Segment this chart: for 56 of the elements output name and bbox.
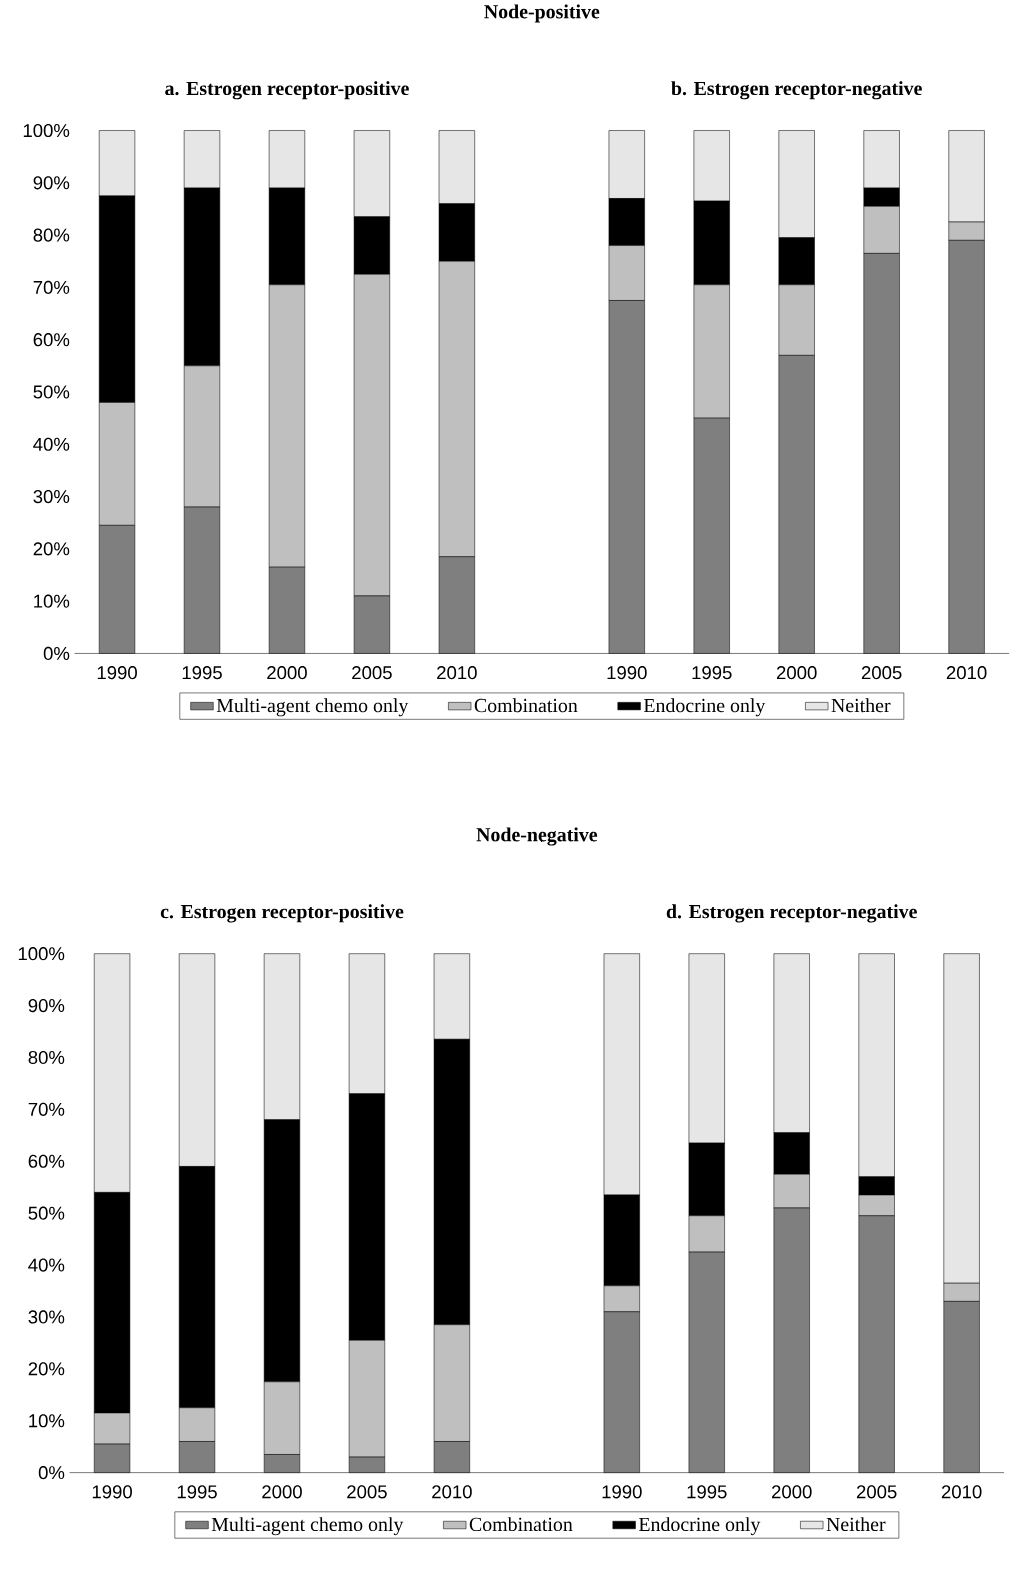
legend-label: Multi-agent chemo only xyxy=(216,698,409,717)
y-tick-label: 20% xyxy=(33,542,70,556)
x-tick-label: 1995 xyxy=(177,1485,217,1499)
x-tick-label: 1995 xyxy=(692,666,732,680)
y-tick-label: 60% xyxy=(33,333,70,347)
x-tick-label: 1990 xyxy=(97,666,137,680)
text: b. Estrogen receptor-negative xyxy=(671,81,922,100)
y-tick-label: 60% xyxy=(28,1154,65,1168)
x-tick-label: 1990 xyxy=(602,1485,642,1499)
y-tick-label: 80% xyxy=(28,1050,65,1065)
legend-label: Combination xyxy=(474,698,578,713)
chart-title: Node-negative xyxy=(476,827,598,846)
y-tick-label: 40% xyxy=(28,1258,65,1272)
y-tick-label: 50% xyxy=(33,385,70,399)
y-tick-label: 0% xyxy=(43,646,70,661)
x-tick-label: 2005 xyxy=(347,1485,387,1499)
x-tick-label: 2000 xyxy=(267,666,307,680)
y-tick-label: 70% xyxy=(28,1102,65,1116)
x-tick-label: 2005 xyxy=(861,666,902,680)
x-tick-label: 1990 xyxy=(607,666,647,680)
y-tick-label: 0% xyxy=(38,1466,65,1480)
y-tick-label: 30% xyxy=(28,1310,65,1324)
x-tick-label: 2000 xyxy=(772,1485,812,1499)
y-tick-label: 10% xyxy=(29,1414,65,1428)
legend-label: Endocrine only xyxy=(638,1517,761,1536)
x-tick-label: 1995 xyxy=(182,666,222,680)
x-tick-label: 2005 xyxy=(856,1485,897,1499)
y-tick-label: 20% xyxy=(28,1362,65,1376)
y-tick-label: 10% xyxy=(34,594,70,608)
x-tick-label: 2005 xyxy=(352,666,392,680)
text: a. Estrogen receptor-positive xyxy=(165,81,409,100)
x-tick-label: 1995 xyxy=(687,1485,727,1499)
y-tick-label: 100% xyxy=(23,123,70,138)
y-tick-label: 40% xyxy=(33,437,70,451)
x-tick-label: 2000 xyxy=(262,1485,302,1499)
text: d. Estrogen receptor-negative xyxy=(666,904,917,923)
legend-label: Multi-agent chemo only xyxy=(211,1517,404,1536)
x-tick-label: 2010 xyxy=(946,666,987,680)
x-tick-label: 2000 xyxy=(776,666,817,680)
legend-label: Neither xyxy=(826,1517,886,1532)
x-tick-label: 2010 xyxy=(432,1485,472,1499)
y-tick-label: 90% xyxy=(33,176,70,190)
y-tick-label: 30% xyxy=(33,489,70,504)
y-tick-label: 100% xyxy=(18,947,65,961)
y-tick-label: 90% xyxy=(28,998,65,1013)
x-tick-label: 2010 xyxy=(941,1485,982,1499)
legend-label: Combination xyxy=(469,1517,573,1532)
legend-label: Neither xyxy=(831,698,891,713)
x-tick-label: 2010 xyxy=(437,666,477,680)
x-tick-label: 1990 xyxy=(92,1485,132,1499)
chart-title: Node-positive xyxy=(484,4,600,23)
legend-label: Endocrine only xyxy=(643,698,766,717)
y-tick-label: 70% xyxy=(33,280,70,294)
y-tick-label: 50% xyxy=(28,1206,65,1220)
text: c. Estrogen receptor-positive xyxy=(160,904,404,923)
y-tick-label: 80% xyxy=(33,228,70,242)
